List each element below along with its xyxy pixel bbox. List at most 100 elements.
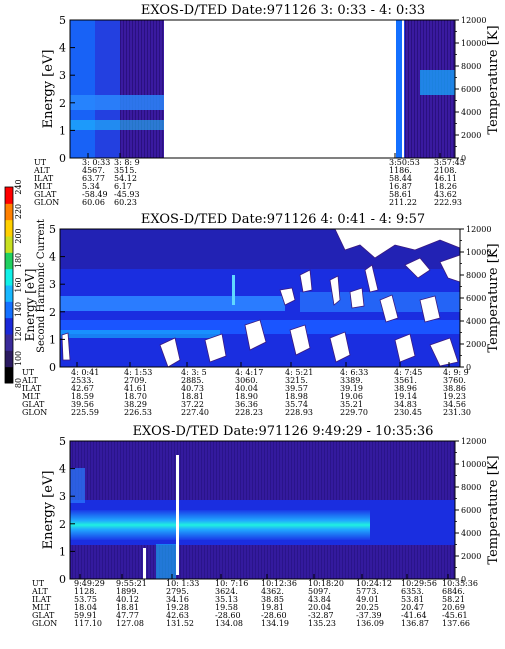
panel-3-right-axis: 0 2000 4000 6000 8000 10000 12000 — [455, 437, 486, 584]
orbit-cell: 3: 8: 9 — [114, 158, 140, 167]
colorbar-swatch — [5, 334, 13, 351]
orbit-cell: 9:49:29 — [74, 579, 105, 588]
orbit-row-label: ALT — [31, 587, 48, 596]
orbit-cell: 20.47 — [401, 603, 424, 612]
panel-1-right-axis: 0 2000 4000 6000 8000 10000 12000 — [455, 16, 486, 163]
panel-3-gap-line — [176, 455, 179, 575]
y2-tick-label: 10000 — [461, 460, 486, 469]
orbit-cell: 60.23 — [114, 198, 137, 207]
orbit-cell: 10:18:20 — [308, 579, 344, 588]
panel-2-heatmap — [60, 228, 461, 368]
panel-3-orbit-table: UTALTILATMLTGLATGLON9:49:291128.53.7518.… — [31, 574, 478, 628]
orbit-cell: 19.23 — [443, 392, 466, 401]
orbit-row-label: MLT — [22, 392, 41, 401]
orbit-cell: 54.12 — [114, 174, 137, 183]
orbit-cell: 10: 1:33 — [166, 579, 199, 588]
panel-2-y2label: Temperature [K] — [486, 243, 501, 352]
y2-tick-label: 6000 — [461, 506, 481, 515]
y-tick-label: 3 — [59, 69, 66, 82]
orbit-cell: 10: 7:16 — [215, 579, 248, 588]
orbit-cell: 5.34 — [82, 182, 100, 191]
orbit-cell: 4: 0:41 — [71, 368, 99, 377]
panel-1-title: EXOS-D/TED Date:971126 3: 0:33 - 4: 0:33 — [141, 3, 425, 18]
orbit-cell: 4: 6:33 — [340, 368, 368, 377]
y-tick-label: 3 — [49, 278, 56, 291]
panel-2: EXOS-D/TED Date:971126 4: 0:41 - 4: 9:57 — [21, 212, 501, 417]
y-tick-label: 1 — [49, 333, 56, 346]
orbit-cell: 43.84 — [308, 595, 331, 604]
orbit-cell: 229.70 — [340, 408, 368, 417]
orbit-row-label: ILAT — [32, 595, 52, 604]
orbit-cell: 3215. — [285, 376, 308, 385]
orbit-cell: 228.93 — [285, 408, 313, 417]
orbit-cell: 6.17 — [114, 182, 132, 191]
orbit-cell: 134.08 — [215, 619, 243, 628]
orbit-cell: 10:29:56 — [401, 579, 437, 588]
orbit-cell: 3389. — [340, 376, 363, 385]
orbit-cell: 34.56 — [443, 400, 466, 409]
panel-2-left-axis: 0 1 2 3 4 5 — [49, 223, 65, 374]
colorbar-swatch — [5, 350, 13, 368]
orbit-cell: 42.63 — [166, 611, 189, 620]
orbit-cell: -41.64 — [401, 611, 427, 620]
orbit-cell: 40.73 — [181, 384, 204, 393]
orbit-cell: 46.11 — [434, 174, 457, 183]
orbit-cell: 49.01 — [356, 595, 379, 604]
y2-tick-label: 10000 — [466, 248, 491, 257]
orbit-cell: 47.77 — [116, 611, 139, 620]
orbit-cell: -32.87 — [308, 611, 334, 620]
colorbar-swatch — [5, 317, 13, 335]
panel-2-band-upper — [60, 296, 285, 311]
orbit-cell: 58.44 — [389, 174, 412, 183]
y-tick-label: 5 — [59, 435, 66, 448]
colorbar-label: Second Harmonic Current — [36, 219, 47, 353]
orbit-cell: 58.21 — [442, 595, 465, 604]
orbit-cell: 134.19 — [261, 619, 289, 628]
y-tick-label: 0 — [59, 573, 66, 586]
orbit-cell: 38.96 — [394, 384, 417, 393]
colorbar-frame — [4, 186, 14, 384]
orbit-cell: 127.08 — [116, 619, 144, 628]
orbit-cell: 36.36 — [235, 400, 258, 409]
orbit-cell: -37.39 — [356, 611, 382, 620]
colorbar-swatch — [5, 301, 13, 319]
y-tick-label: 1 — [59, 124, 66, 137]
orbit-cell: 2108. — [434, 166, 457, 175]
panel-3-gap-line-2 — [143, 548, 146, 579]
orbit-cell: -28.60 — [261, 611, 287, 620]
orbit-cell: 10:35:36 — [442, 579, 478, 588]
y2-tick-label: 12000 — [461, 16, 486, 25]
orbit-cell: 4567. — [82, 166, 105, 175]
orbit-cell: 18.81 — [116, 603, 139, 612]
y-tick-label: 4 — [59, 42, 66, 55]
y2-tick-label: 2000 — [461, 552, 481, 561]
panel-2-right-axis: 0 2000 4000 6000 8000 10000 12000 — [460, 225, 491, 372]
y2-tick-label: 6000 — [466, 294, 486, 303]
orbit-cell: 18.59 — [71, 392, 94, 401]
orbit-cell: 59.91 — [74, 611, 97, 620]
colorbar-tick-label: 140 — [14, 302, 23, 317]
y2-tick-label: 8000 — [461, 483, 481, 492]
orbit-cell: 3:50:53 — [389, 158, 420, 167]
orbit-cell: 18.04 — [74, 603, 97, 612]
orbit-row-label: MLT — [32, 603, 51, 612]
orbit-cell: -58.49 — [82, 190, 108, 199]
panel-1-heatmap — [70, 20, 455, 158]
colorbar-swatch — [5, 187, 13, 204]
orbit-row-label: GLON — [32, 619, 57, 628]
orbit-cell: 2533. — [71, 376, 94, 385]
orbit-row-label: GLAT — [32, 611, 55, 620]
orbit-cell: 4362. — [261, 587, 284, 596]
y2-tick-label: 2000 — [461, 131, 481, 140]
y2-tick-label: 12000 — [461, 437, 486, 446]
panel-3: EXOS-D/TED Date:971126 9:49:29 - 10:35:3… — [31, 424, 501, 628]
panel-1: EXOS-D/TED Date:971126 3: 0:33 - 4: 0:33… — [33, 3, 501, 207]
orbit-cell: 53.81 — [401, 595, 424, 604]
orbit-cell: 39.56 — [71, 400, 94, 409]
orbit-cell: 38.29 — [124, 400, 147, 409]
orbit-cell: 53.75 — [74, 595, 97, 604]
orbit-cell: 2885. — [181, 376, 204, 385]
orbit-row-label: UT — [22, 368, 35, 377]
orbit-cell: 39.19 — [340, 384, 363, 393]
